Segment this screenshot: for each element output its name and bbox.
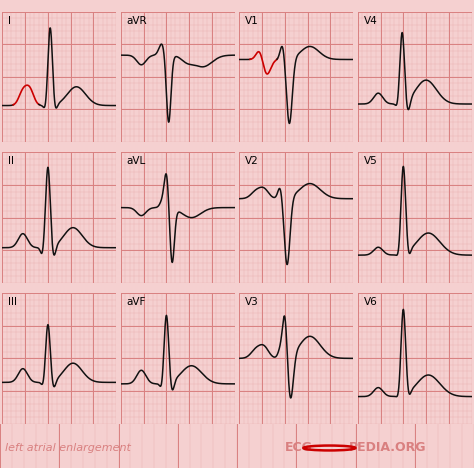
- Text: V3: V3: [245, 297, 259, 307]
- Text: V1: V1: [245, 15, 259, 26]
- Text: I: I: [8, 15, 11, 26]
- Text: aVL: aVL: [127, 156, 146, 166]
- Text: V4: V4: [364, 15, 377, 26]
- Text: V5: V5: [364, 156, 377, 166]
- Text: left atrial enlargement: left atrial enlargement: [5, 443, 131, 453]
- Text: PEDIA.ORG: PEDIA.ORG: [348, 441, 426, 454]
- Text: II: II: [8, 156, 14, 166]
- Text: ECG: ECG: [284, 441, 312, 454]
- Text: aVR: aVR: [127, 15, 147, 26]
- Text: III: III: [8, 297, 17, 307]
- Text: aVF: aVF: [127, 297, 146, 307]
- Text: V2: V2: [245, 156, 259, 166]
- Text: V6: V6: [364, 297, 377, 307]
